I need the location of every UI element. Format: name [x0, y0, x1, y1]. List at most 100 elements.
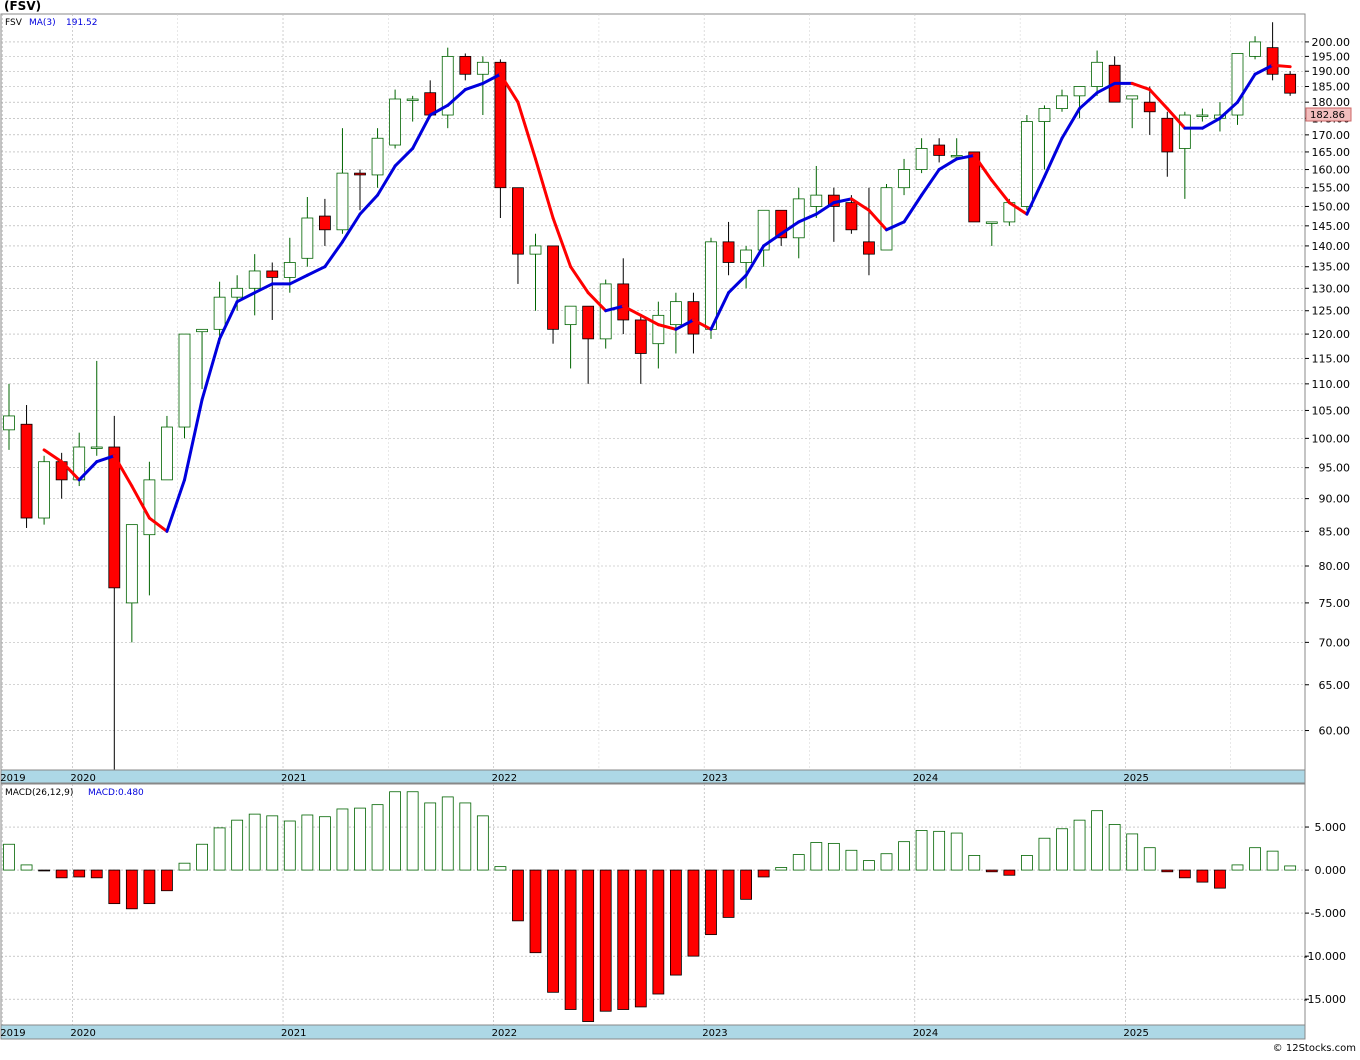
- price-y-axis: 60.00 65.00 70.00 75.00 80.00 85.00 90.00 95.00…: [1305, 36, 1350, 738]
- candle-up: [599, 279, 612, 349]
- macd-bar-positive: [1143, 847, 1156, 871]
- candle-body: [933, 144, 946, 156]
- candle-body: [301, 217, 314, 259]
- year-label: 2025: [1123, 773, 1148, 784]
- macd-bar-negative: [108, 869, 121, 905]
- macd-legend-value: MACD:0.480: [88, 788, 144, 798]
- price-tick-label: 110.00: [1312, 378, 1351, 391]
- ma-segment: [376, 164, 397, 197]
- ticker-title: (FSV): [4, 0, 41, 13]
- candle-down: [582, 305, 595, 384]
- candle-body: [564, 305, 577, 326]
- candle-up: [196, 328, 208, 390]
- candle-up: [3, 383, 15, 450]
- macd-bar-positive: [336, 808, 349, 871]
- candle-up: [336, 128, 349, 234]
- macd-bar-negative: [740, 869, 752, 900]
- price-tick-label: 85.00: [1319, 525, 1351, 538]
- candle-down: [634, 315, 647, 384]
- candle-up: [1038, 105, 1051, 170]
- ma-segment: [639, 313, 660, 327]
- candle-up: [740, 245, 752, 289]
- macd-bar-positive: [354, 807, 366, 871]
- price-tick-label: 65.00: [1319, 679, 1351, 692]
- ma-segment: [77, 460, 99, 482]
- macd-bars: [3, 791, 1297, 1022]
- ma-segment: [814, 201, 836, 216]
- ma-segment: [691, 318, 713, 331]
- candle-body: [915, 148, 928, 170]
- candle-up: [950, 138, 963, 159]
- macd-bar-positive: [1266, 850, 1279, 871]
- candle-up: [389, 89, 402, 149]
- year-label: 2019: [0, 773, 25, 784]
- year-label: 2025: [1123, 1028, 1148, 1039]
- ma-segment: [1060, 107, 1082, 140]
- candle-body: [1284, 73, 1297, 94]
- candle-down: [459, 53, 472, 81]
- price-tick-label: 95.00: [1319, 462, 1351, 475]
- price-tick-label: 135.00: [1312, 261, 1351, 274]
- candle-up: [915, 138, 928, 174]
- candle-up: [38, 455, 50, 525]
- candle-body: [1073, 86, 1086, 97]
- macd-bar-positive: [775, 867, 788, 871]
- candle-up: [371, 128, 384, 188]
- macd-bar-negative: [529, 869, 542, 954]
- price-tick-label: 100.00: [1312, 432, 1351, 445]
- candle-body: [389, 98, 402, 146]
- candle-up: [248, 254, 261, 316]
- candle-body: [406, 98, 419, 101]
- year-label: 2023: [702, 1028, 727, 1039]
- ma-segment: [323, 240, 344, 269]
- macd-bar-negative: [547, 869, 559, 993]
- price-year-labels: 2019 2020 2021 2022 2023 2024 2025: [0, 773, 1149, 784]
- candle-up: [441, 47, 454, 129]
- macd-bar-negative: [564, 869, 577, 1010]
- candle-body: [845, 202, 858, 231]
- macd-bar-negative: [161, 869, 173, 892]
- watermark: © 12Stocks.com: [1273, 1043, 1356, 1054]
- price-tick-label: 155.00: [1312, 182, 1351, 195]
- moving-average-line: [42, 63, 1292, 533]
- candle-down: [845, 195, 858, 234]
- ma-segment: [218, 300, 239, 341]
- ma-segment: [1236, 72, 1257, 104]
- macd-y-axis: -15.000 -10.000 -5.000 0.000 5.000: [1304, 821, 1346, 1006]
- candle-body: [705, 241, 717, 330]
- ma-segment: [411, 113, 432, 150]
- ma-segment: [1200, 116, 1222, 130]
- macd-bar-negative: [38, 869, 50, 872]
- ma-segment: [1025, 175, 1046, 216]
- candle-body: [1266, 47, 1279, 75]
- candle-up: [757, 209, 770, 267]
- candle-body: [950, 155, 963, 158]
- macd-bar-positive: [389, 791, 402, 871]
- last-price-label: 182.86: [1310, 110, 1345, 121]
- year-label: 2024: [913, 773, 938, 784]
- macd-bar-negative: [670, 869, 682, 976]
- macd-bar-positive: [898, 841, 910, 871]
- ma-segment: [534, 157, 555, 220]
- candle-up: [1196, 108, 1209, 122]
- price-panel: [0, 13, 1306, 771]
- candle-up: [670, 292, 682, 354]
- ma-segment: [147, 516, 169, 533]
- ma-segment: [1271, 63, 1292, 69]
- ma-segment: [586, 291, 608, 313]
- ma-segment: [972, 153, 994, 182]
- macd-bar-positive: [248, 813, 261, 871]
- candle-down: [354, 169, 366, 211]
- ma-segment: [569, 265, 590, 295]
- macd-bar-negative: [599, 869, 612, 1012]
- ma-segment: [183, 398, 204, 482]
- price-tick-label: 165.00: [1312, 146, 1351, 159]
- macd-bar-positive: [1091, 810, 1103, 871]
- macd-year-labels: 2019 2020 2021 2022 2023 2024 2025: [0, 1028, 1149, 1039]
- candle-down: [512, 187, 524, 284]
- candle-down: [863, 187, 875, 276]
- candle-up: [529, 233, 542, 311]
- macd-bar-positive: [827, 842, 840, 871]
- macd-bar-negative: [652, 869, 665, 995]
- macd-bar-negative: [687, 869, 700, 957]
